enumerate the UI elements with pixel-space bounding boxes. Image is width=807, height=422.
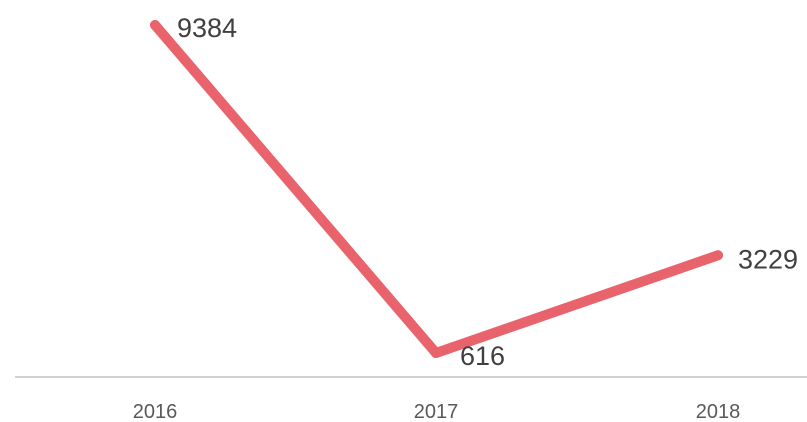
x-tick-label-2016: 2016	[133, 401, 178, 422]
data-labels: 9384 616 3229	[177, 13, 798, 371]
data-point-2018	[713, 250, 723, 261]
data-label-2016: 9384	[177, 13, 237, 43]
data-point-2016	[150, 20, 160, 30]
x-tick-labels: 2016 2017 2018	[133, 401, 741, 422]
series-line	[150, 20, 723, 358]
x-tick-label-2017: 2017	[414, 401, 459, 422]
data-label-2018: 3229	[738, 244, 798, 274]
series-layer	[150, 20, 723, 358]
data-label-2017: 616	[460, 341, 505, 371]
data-point-2017	[431, 348, 441, 358]
x-tick-label-2018: 2018	[696, 401, 741, 422]
